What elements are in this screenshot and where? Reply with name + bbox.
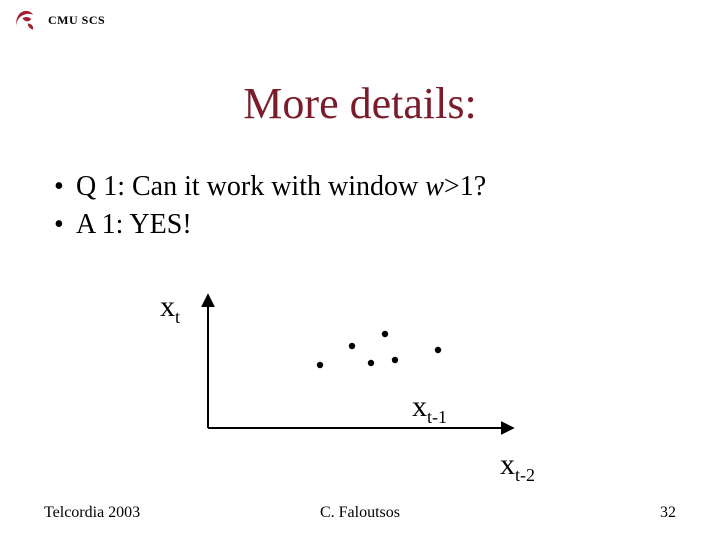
bullet-text: A 1: YES! bbox=[76, 206, 192, 244]
footer-right: 32 bbox=[660, 504, 676, 522]
bullet-prefix: A 1: YES! bbox=[76, 209, 192, 240]
bullet-text: Q 1: Can it work with window w>1? bbox=[76, 168, 486, 206]
bullet-marker: • bbox=[54, 168, 76, 206]
slide-header: CMU SCS bbox=[12, 6, 105, 34]
y-axis-label: xt bbox=[160, 290, 180, 328]
bullet-prefix: Q 1: Can it work with window bbox=[76, 171, 425, 202]
label-sub: t-2 bbox=[515, 465, 535, 485]
bullet-marker: • bbox=[54, 206, 76, 244]
bullet-suffix: >1? bbox=[444, 171, 486, 202]
bullet-italic: w bbox=[425, 171, 444, 202]
label-sub: t-1 bbox=[427, 407, 447, 427]
label-base: x bbox=[160, 290, 175, 323]
label-base: x bbox=[500, 448, 515, 481]
label-sub: t bbox=[175, 307, 180, 327]
scatter-chart bbox=[198, 290, 518, 440]
label-base: x bbox=[412, 390, 427, 423]
x2-axis-label: xt-2 bbox=[500, 448, 535, 486]
slide-title: More details: bbox=[0, 78, 720, 129]
x1-axis-label: xt-1 bbox=[412, 390, 447, 428]
dragon-logo-icon bbox=[12, 6, 40, 34]
header-label: CMU SCS bbox=[48, 13, 105, 28]
footer-center: C. Faloutsos bbox=[0, 504, 720, 522]
bullet-item: • A 1: YES! bbox=[54, 206, 486, 244]
bullet-item: • Q 1: Can it work with window w>1? bbox=[54, 168, 486, 206]
bullet-list: • Q 1: Can it work with window w>1? • A … bbox=[54, 168, 486, 244]
